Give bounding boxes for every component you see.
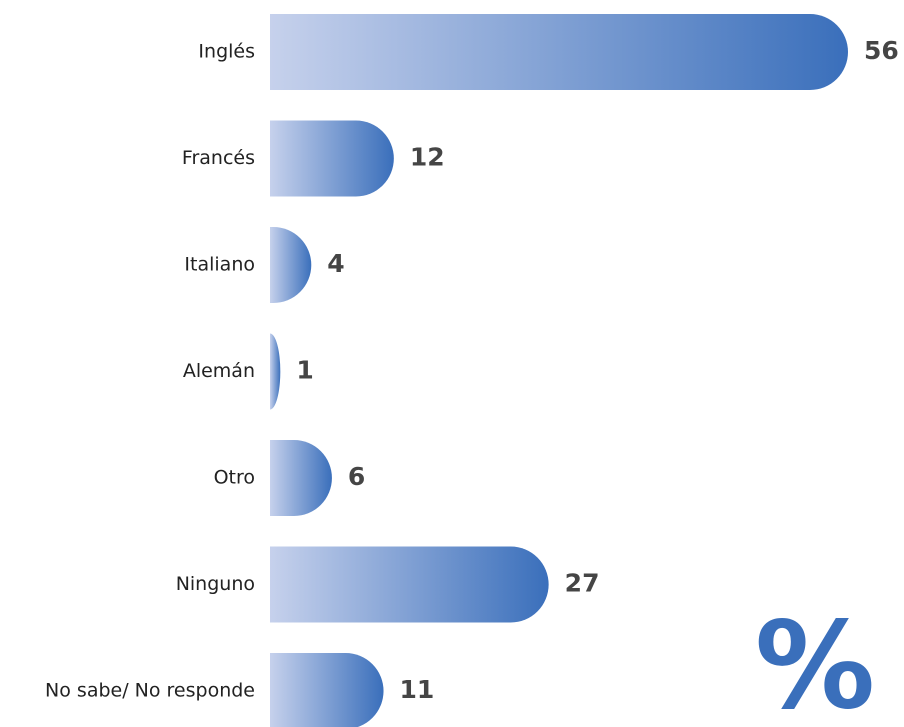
- category-label: No sabe/ No responde: [45, 680, 255, 702]
- bar: [270, 227, 312, 303]
- category-label: Alemán: [183, 360, 255, 382]
- bar: [270, 333, 281, 410]
- bar: [270, 653, 384, 727]
- category-label: Italiano: [184, 254, 255, 276]
- value-label: 27: [565, 569, 600, 598]
- category-label: Otro: [214, 467, 255, 489]
- category-label: Ninguno: [176, 573, 255, 595]
- value-label: 11: [400, 675, 435, 704]
- bar: [270, 440, 332, 516]
- value-label: 12: [410, 143, 445, 172]
- value-label: 4: [327, 249, 344, 278]
- value-label: 6: [348, 462, 365, 491]
- category-label: Francés: [182, 147, 255, 169]
- bar: [270, 14, 848, 90]
- category-label: Inglés: [198, 41, 255, 63]
- unit-symbol: %: [755, 598, 875, 727]
- bar: [270, 546, 549, 623]
- value-label: 56: [864, 36, 899, 65]
- value-label: 1: [296, 356, 313, 385]
- bar: [270, 120, 394, 197]
